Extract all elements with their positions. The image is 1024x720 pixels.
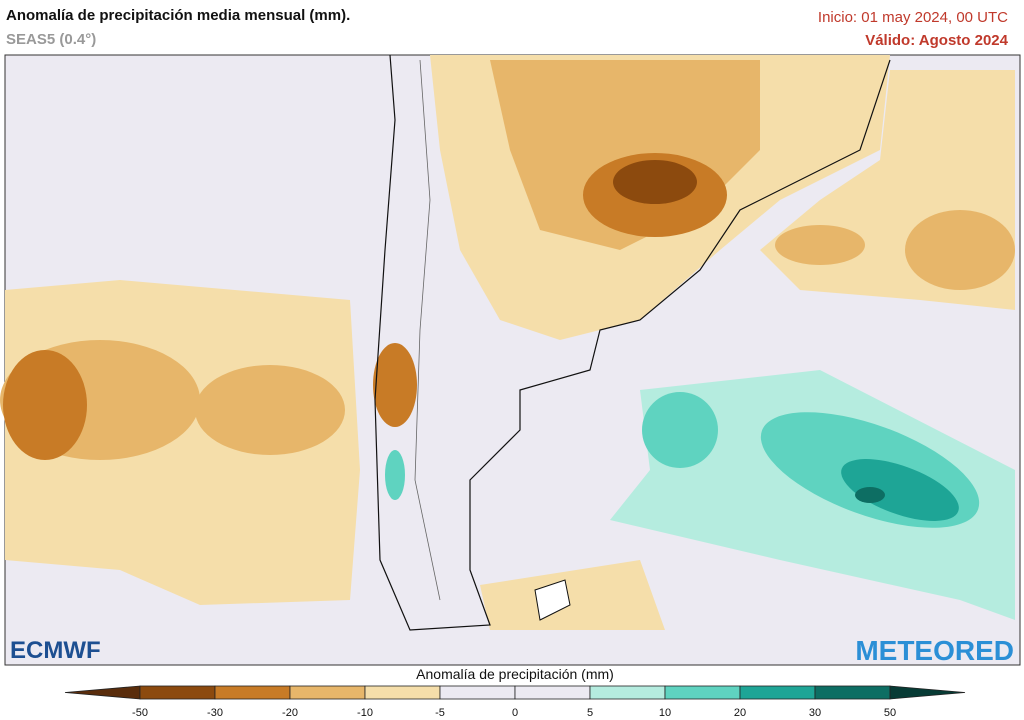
logo-right: METEORED bbox=[855, 635, 1014, 666]
area bbox=[905, 210, 1015, 290]
colorbar-tick-label: -20 bbox=[282, 707, 298, 719]
logo-left: ECMWF bbox=[10, 637, 101, 664]
area bbox=[373, 343, 417, 427]
colorbar-tick-label: 10 bbox=[659, 707, 671, 719]
colorbar-tick-label: 0 bbox=[512, 707, 518, 719]
colorbar-tick-label: -10 bbox=[357, 707, 373, 719]
colorbar-tick-label: -30 bbox=[207, 707, 223, 719]
area bbox=[195, 365, 345, 455]
colorbar-extension bbox=[64, 685, 141, 700]
colorbar-tick-label: -5 bbox=[435, 707, 445, 719]
colorbar-bin bbox=[214, 685, 291, 700]
area bbox=[480, 560, 665, 630]
init-date: Inicio: 01 may 2024, 00 UTC bbox=[817, 9, 1008, 26]
map-subtitle: SEAS5 (0.4°) bbox=[6, 31, 97, 48]
colorbar-bin bbox=[139, 685, 216, 700]
colorbar: -50 -30 -20 -10 -5 0 5 10 20 30 50 bbox=[64, 685, 966, 719]
colorbar-tick-label: 30 bbox=[809, 707, 821, 719]
colorbar-bin bbox=[439, 685, 516, 700]
colorbar-bin bbox=[739, 685, 816, 700]
colorbar-extension bbox=[889, 685, 966, 700]
valid-date: Válido: Agosto 2024 bbox=[865, 32, 1008, 49]
area bbox=[855, 487, 885, 503]
colorbar-bin bbox=[289, 685, 366, 700]
colorbar-tick-label: 5 bbox=[587, 707, 593, 719]
colorbar-tick-label: -50 bbox=[132, 707, 148, 719]
area bbox=[613, 160, 697, 204]
map-title: Anomalía de precipitación media mensual … bbox=[6, 7, 351, 24]
colorbar-tick-label: 20 bbox=[734, 707, 746, 719]
colorbar-bin bbox=[589, 685, 666, 700]
border bbox=[414, 59, 441, 601]
area bbox=[3, 350, 87, 460]
anomaly-field bbox=[0, 55, 1015, 630]
area bbox=[385, 450, 405, 500]
coastline bbox=[374, 54, 891, 631]
area bbox=[775, 225, 865, 265]
area bbox=[642, 392, 718, 468]
colorbar-bin bbox=[364, 685, 441, 700]
colorbar-tick-label: 50 bbox=[884, 707, 896, 719]
legend-title: Anomalía de precipitación (mm) bbox=[416, 666, 614, 682]
colorbar-bin bbox=[664, 685, 741, 700]
colorbar-bin bbox=[514, 685, 591, 700]
colorbar-bin bbox=[814, 685, 891, 700]
area bbox=[841, 459, 959, 521]
islands bbox=[534, 579, 571, 621]
